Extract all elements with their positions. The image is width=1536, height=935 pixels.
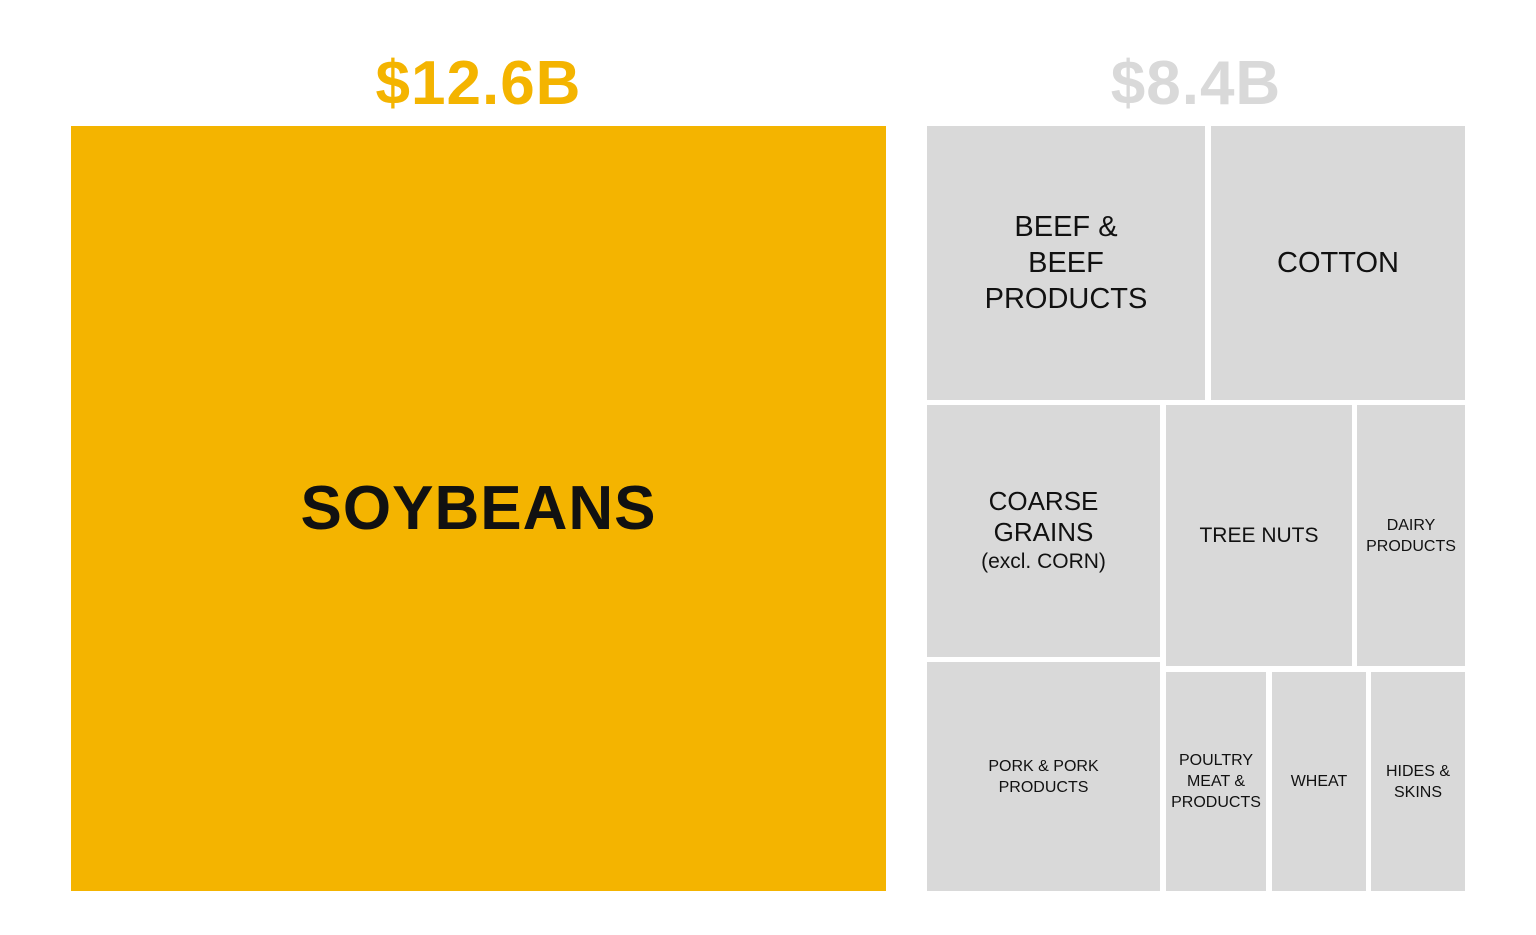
tile-label: BEEF & BEEF PRODUCTS [984, 211, 1148, 315]
tile-coarse-grains: COARSE GRAINS (excl. CORN) [927, 405, 1160, 657]
tile-tree-nuts: TREE NUTS [1166, 405, 1352, 666]
tile-label: POULTRY MEAT & PRODUCTS [1171, 752, 1261, 811]
tile-label: HIDES & SKINS [1385, 762, 1450, 801]
tile-poultry-products: POULTRY MEAT & PRODUCTS [1166, 672, 1266, 891]
tile-label: COARSE GRAINS [988, 486, 1099, 547]
tile-label: PORK & PORK PRODUCTS [988, 757, 1099, 796]
tile-pork-products: PORK & PORK PRODUCTS [927, 662, 1160, 891]
tile-cotton: COTTON [1211, 126, 1465, 400]
tile-label: WHEAT [1290, 773, 1348, 790]
tile-label: SOYBEANS [300, 474, 657, 543]
tile-soybeans: SOYBEANS [71, 126, 886, 891]
total-other-group: $8.4B [1110, 49, 1282, 118]
tile-beef-products: BEEF & BEEF PRODUCTS [927, 126, 1205, 400]
tile-sublabel: (excl. CORN) [981, 550, 1106, 573]
tile-wheat: WHEAT [1272, 672, 1366, 891]
tile-label: DAIRY PRODUCTS [1366, 516, 1456, 555]
tile-label: TREE NUTS [1199, 523, 1319, 547]
tile-dairy-products: DAIRY PRODUCTS [1357, 405, 1465, 666]
tile-label: COTTON [1277, 247, 1399, 279]
total-highlighted-group: $12.6B [375, 49, 582, 118]
tile-hides-skins: HIDES & SKINS [1371, 672, 1465, 891]
